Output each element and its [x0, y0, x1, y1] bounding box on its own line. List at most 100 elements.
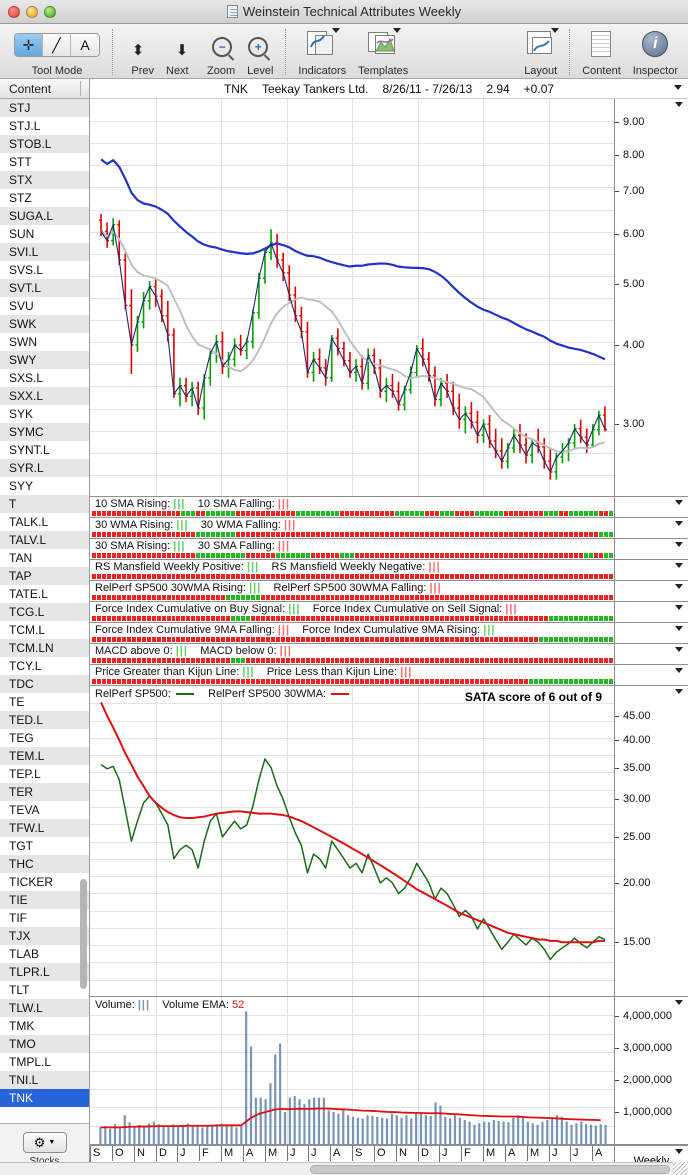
indicator-row[interactable]: Price Greater than Kijun Line: ||| Price… — [90, 665, 688, 686]
sidebar-item-tgt[interactable]: TGT — [9, 839, 33, 853]
chevron-down-icon-row[interactable] — [675, 668, 683, 673]
line-icon[interactable]: ╱ — [43, 34, 71, 56]
chevron-down-icon-row[interactable] — [675, 584, 683, 589]
sidebar-item-stz[interactable]: STZ — [9, 191, 32, 205]
layout-icon[interactable] — [526, 28, 559, 57]
sidebar-item-tlab[interactable]: TLAB — [9, 947, 40, 961]
sidebar-item-tmo[interactable]: TMO — [0, 1035, 89, 1053]
sidebar-item-tcy-l[interactable]: TCY.L — [9, 659, 42, 673]
sidebar-item-tan[interactable]: TAN — [9, 551, 33, 565]
horizontal-scrollbar[interactable] — [0, 1162, 688, 1175]
indicator-row[interactable]: Force Index Cumulative 9MA Falling: ||| … — [90, 623, 688, 644]
indicator-row[interactable]: Force Index Cumulative on Buy Signal: ||… — [90, 602, 688, 623]
sidebar-item-ticker[interactable]: TICKER — [9, 875, 54, 889]
chevron-down-icon-row[interactable] — [675, 563, 683, 568]
sidebar-item-tlw-l[interactable]: TLW.L — [0, 999, 89, 1017]
sidebar-item-stob-l[interactable]: STOB.L — [0, 135, 89, 153]
content-icon[interactable] — [591, 31, 612, 57]
maximize-button[interactable] — [44, 6, 56, 18]
sidebar-item-te[interactable]: TE — [9, 695, 25, 709]
sidebar-item-symc[interactable]: SYMC — [0, 423, 89, 441]
sidebar-item-stj[interactable]: STJ — [0, 99, 89, 117]
sidebar-item-tep-l[interactable]: TEP.L — [9, 767, 41, 781]
chevron-down-icon-row[interactable] — [675, 647, 683, 652]
sidebar-item-tfw-l[interactable]: TFW.L — [0, 819, 89, 837]
sidebar-item-teva[interactable]: TEVA — [9, 803, 40, 817]
indicator-row[interactable]: 30 SMA Rising: ||| 30 SMA Falling: ||| — [90, 539, 688, 560]
sidebar-item-synt-l[interactable]: SYNT.L — [9, 443, 50, 457]
sidebar-item-tlt[interactable]: TLT — [9, 983, 30, 997]
indicator-row[interactable]: MACD above 0: ||| MACD below 0: ||| — [90, 644, 688, 665]
info-icon[interactable]: i — [642, 31, 669, 57]
volume-plot[interactable]: Volume: ||| Volume EMA: 52 — [90, 997, 615, 1144]
chevron-down-icon-period[interactable] — [675, 1149, 683, 1154]
sidebar-item-stx[interactable]: STX — [0, 171, 89, 189]
text-icon[interactable]: A — [71, 34, 99, 56]
sidebar-item-t[interactable]: T — [0, 495, 89, 513]
indicator-row[interactable]: 10 SMA Rising: ||| 10 SMA Falling: ||| — [90, 497, 688, 518]
chevron-down-icon-row[interactable] — [675, 500, 683, 505]
sidebar-item-ter[interactable]: TER — [0, 783, 89, 801]
close-button[interactable] — [8, 6, 20, 18]
window-controls[interactable] — [8, 6, 56, 18]
chevron-down-icon-row[interactable] — [675, 626, 683, 631]
chevron-down-icon-row[interactable] — [675, 521, 683, 526]
chevron-down-icon-vol[interactable] — [675, 1000, 683, 1005]
sidebar-item-syy[interactable]: SYY — [9, 479, 34, 493]
prev-button[interactable]: ⬍ — [125, 43, 151, 58]
sidebar-scrollbar[interactable] — [80, 879, 87, 989]
sidebar-item-tni-l[interactable]: TNI.L — [0, 1071, 89, 1089]
sidebar-item-swy[interactable]: SWY — [0, 351, 89, 369]
sidebar-item-talv-l[interactable]: TALV.L — [0, 531, 89, 549]
sidebar-item-swk[interactable]: SWK — [0, 315, 89, 333]
sidebar-item-sun[interactable]: SUN — [9, 227, 35, 241]
indicator-row[interactable]: 30 WMA Rising: ||| 30 WMA Falling: ||| — [90, 518, 688, 539]
indicators-group[interactable]: Indicators — [292, 27, 352, 79]
sidebar-item-svt-l[interactable]: SVT.L — [0, 279, 89, 297]
chevron-down-icon-rp[interactable] — [675, 689, 683, 694]
sidebar-item-svu[interactable]: SVU — [9, 299, 34, 313]
indicator-row[interactable]: RS Mansfield Weekly Positive: ||| RS Man… — [90, 560, 688, 581]
indicators-icon[interactable] — [307, 28, 341, 57]
sidebar-item-tnk[interactable]: TNK — [0, 1089, 89, 1107]
sidebar-item-ted-l[interactable]: TED.L — [0, 711, 89, 729]
sidebar-item-syk[interactable]: SYK — [9, 407, 34, 421]
chevron-down-icon-row[interactable] — [675, 605, 683, 610]
sidebar-item-stt[interactable]: STT — [9, 155, 32, 169]
sidebar-item-syr-l[interactable]: SYR.L — [0, 459, 89, 477]
sidebar-item-sxx-l[interactable]: SXX.L — [0, 387, 89, 405]
sidebar-item-tmk[interactable]: TMK — [9, 1019, 35, 1033]
sidebar-item-teg[interactable]: TEG — [9, 731, 34, 745]
indicator-row[interactable]: RelPerf SP500 30WMA Rising: ||| RelPerf … — [90, 581, 688, 602]
sidebar-item-thc[interactable]: THC — [0, 855, 89, 873]
sidebar-item-tdc[interactable]: TDC — [0, 675, 89, 693]
sidebar-item-tif[interactable]: TIF — [9, 911, 27, 925]
sidebar-item-suga-l[interactable]: SUGA.L — [0, 207, 89, 225]
sidebar-item-sxs-l[interactable]: SXS.L — [9, 371, 44, 385]
chevron-down-icon-price[interactable] — [675, 102, 683, 107]
resize-grip-icon[interactable] — [673, 1162, 687, 1175]
templates-group[interactable]: Templates — [352, 27, 414, 79]
zoom-out-icon[interactable]: − — [212, 37, 233, 57]
content-group[interactable]: Content — [576, 27, 627, 79]
sidebar-item-tcm-l[interactable]: TCM.L — [9, 623, 45, 637]
gear-icon[interactable]: ⚙ ▼ — [22, 1132, 67, 1153]
inspector-group[interactable]: i Inspector — [627, 27, 688, 79]
sidebar-item-swn[interactable]: SWN — [9, 335, 37, 349]
sidebar-item-tcg-l[interactable]: TCG.L — [0, 603, 89, 621]
scrollbar-thumb[interactable] — [310, 1165, 670, 1174]
minimize-button[interactable] — [26, 6, 38, 18]
zoom-in-icon[interactable]: + — [248, 37, 269, 57]
next-button[interactable]: ⬇ — [169, 43, 195, 58]
templates-icon[interactable] — [368, 28, 402, 57]
chevron-down-icon-row[interactable] — [675, 542, 683, 547]
relperf-plot[interactable]: RelPerf SP500: RelPerf SP500 30WMA: SATA… — [90, 686, 615, 996]
symbol-list[interactable]: STJ STJ.L STOB.L STT STX STZ SUGA.L SUN SVI.L SVS… — [0, 99, 89, 1123]
sidebar-item-stj-l[interactable]: STJ.L — [9, 119, 41, 133]
sidebar-item-talk-l[interactable]: TALK.L — [9, 515, 49, 529]
sidebar-item-tjx[interactable]: TJX — [0, 927, 89, 945]
layout-group[interactable]: Layout — [518, 27, 563, 79]
sidebar-item-tcm-ln[interactable]: TCM.LN — [0, 639, 89, 657]
sidebar-item-svi-l[interactable]: SVI.L — [0, 243, 89, 261]
price-plot[interactable] — [90, 99, 615, 496]
